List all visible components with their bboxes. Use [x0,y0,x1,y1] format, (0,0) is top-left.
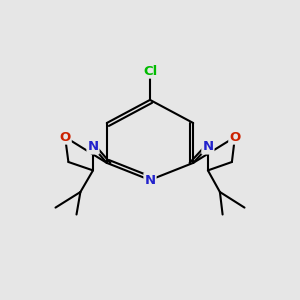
Text: N: N [202,140,214,154]
Text: O: O [229,130,241,144]
Text: N: N [144,173,156,187]
Text: N: N [87,140,99,154]
Text: Cl: Cl [143,64,157,78]
Text: O: O [59,130,71,144]
